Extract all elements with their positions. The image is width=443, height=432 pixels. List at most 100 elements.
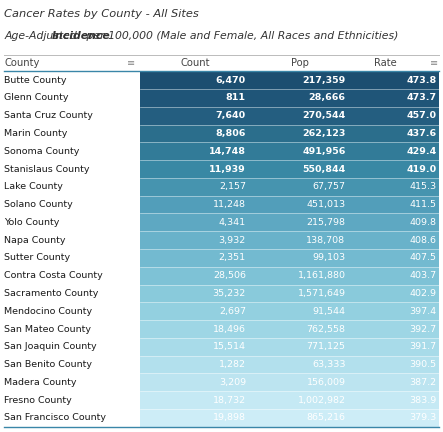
- Text: 2,157: 2,157: [219, 182, 246, 191]
- Text: Mendocino County: Mendocino County: [4, 307, 93, 316]
- Text: 4,341: 4,341: [219, 218, 246, 227]
- Text: 156,009: 156,009: [307, 378, 346, 387]
- Text: 491,956: 491,956: [302, 147, 346, 156]
- Text: 429.4: 429.4: [406, 147, 436, 156]
- Text: 138,708: 138,708: [307, 236, 346, 245]
- Text: 415.3: 415.3: [409, 182, 436, 191]
- Text: Marin County: Marin County: [4, 129, 68, 138]
- Text: Napa County: Napa County: [4, 236, 66, 245]
- Text: 7,640: 7,640: [216, 111, 246, 120]
- Text: 11,939: 11,939: [209, 165, 246, 174]
- Text: 771,125: 771,125: [307, 342, 346, 351]
- Text: 397.4: 397.4: [409, 307, 436, 316]
- Text: Fresno County: Fresno County: [4, 396, 72, 405]
- Bar: [140, 71, 439, 89]
- Text: 18,732: 18,732: [213, 396, 246, 405]
- Text: Pop: Pop: [291, 58, 309, 68]
- Text: 215,798: 215,798: [307, 218, 346, 227]
- Bar: [140, 249, 439, 267]
- Bar: [140, 409, 439, 427]
- Text: 15,514: 15,514: [213, 342, 246, 351]
- Text: Madera County: Madera County: [4, 378, 77, 387]
- Text: 411.5: 411.5: [409, 200, 436, 209]
- Bar: [140, 143, 439, 160]
- Text: 473.8: 473.8: [406, 76, 436, 85]
- Bar: [140, 356, 439, 374]
- Text: 391.7: 391.7: [409, 342, 436, 351]
- Text: 1,161,880: 1,161,880: [298, 271, 346, 280]
- Text: San Mateo County: San Mateo County: [4, 324, 91, 334]
- Text: 63,333: 63,333: [312, 360, 346, 369]
- Text: 550,844: 550,844: [302, 165, 346, 174]
- Text: Yolo County: Yolo County: [4, 218, 60, 227]
- Text: San Benito County: San Benito County: [4, 360, 93, 369]
- Text: 419.0: 419.0: [406, 165, 436, 174]
- Text: 3,209: 3,209: [219, 378, 246, 387]
- Bar: [140, 267, 439, 285]
- Bar: [140, 89, 439, 107]
- Text: 35,232: 35,232: [213, 289, 246, 298]
- Bar: [140, 196, 439, 213]
- Text: per 100,000 (Male and Female, All Races and Ethnicities): per 100,000 (Male and Female, All Races …: [83, 31, 399, 41]
- Text: 28,506: 28,506: [213, 271, 246, 280]
- Text: Sonoma County: Sonoma County: [4, 147, 80, 156]
- Text: ≡: ≡: [127, 58, 135, 68]
- Text: 473.7: 473.7: [406, 93, 436, 102]
- Text: 409.8: 409.8: [409, 218, 436, 227]
- Text: San Joaquin County: San Joaquin County: [4, 342, 97, 351]
- Text: 407.5: 407.5: [409, 254, 436, 262]
- Text: 91,544: 91,544: [313, 307, 346, 316]
- Text: 1,002,982: 1,002,982: [298, 396, 346, 405]
- Text: 3,932: 3,932: [218, 236, 246, 245]
- Text: 403.7: 403.7: [409, 271, 436, 280]
- Text: 1,571,649: 1,571,649: [298, 289, 346, 298]
- Text: Count: Count: [180, 58, 210, 68]
- Bar: [140, 391, 439, 409]
- Text: Santa Cruz County: Santa Cruz County: [4, 111, 93, 120]
- Text: 451,013: 451,013: [307, 200, 346, 209]
- Bar: [140, 107, 439, 124]
- Text: Stanislaus County: Stanislaus County: [4, 165, 90, 174]
- Text: Lake County: Lake County: [4, 182, 63, 191]
- Bar: [140, 160, 439, 178]
- Text: 1,282: 1,282: [219, 360, 246, 369]
- Text: 2,351: 2,351: [219, 254, 246, 262]
- Text: 19,898: 19,898: [213, 413, 246, 422]
- Text: 408.6: 408.6: [409, 236, 436, 245]
- Text: 390.5: 390.5: [409, 360, 436, 369]
- Text: 67,757: 67,757: [313, 182, 346, 191]
- Text: 18,496: 18,496: [213, 324, 246, 334]
- Text: Incidence: Incidence: [51, 31, 110, 41]
- Bar: [140, 231, 439, 249]
- Bar: [140, 374, 439, 391]
- Text: Butte County: Butte County: [4, 76, 67, 85]
- Text: Age-Adjusted: Age-Adjusted: [4, 31, 81, 41]
- Text: 392.7: 392.7: [409, 324, 436, 334]
- Text: Rate: Rate: [374, 58, 397, 68]
- Text: 811: 811: [226, 93, 246, 102]
- Bar: [140, 320, 439, 338]
- Text: Contra Costa County: Contra Costa County: [4, 271, 103, 280]
- Text: County: County: [4, 58, 40, 68]
- Text: 379.3: 379.3: [409, 413, 436, 422]
- Text: 457.0: 457.0: [406, 111, 436, 120]
- Text: 387.2: 387.2: [409, 378, 436, 387]
- Text: ≡: ≡: [431, 58, 439, 68]
- Text: 14,748: 14,748: [209, 147, 246, 156]
- Bar: [140, 213, 439, 231]
- Text: Glenn County: Glenn County: [4, 93, 69, 102]
- Bar: [140, 338, 439, 356]
- Text: 762,558: 762,558: [307, 324, 346, 334]
- Text: Sacramento County: Sacramento County: [4, 289, 99, 298]
- Bar: [140, 285, 439, 302]
- Bar: [140, 302, 439, 320]
- Text: 28,666: 28,666: [308, 93, 346, 102]
- Text: 383.9: 383.9: [409, 396, 436, 405]
- Text: 402.9: 402.9: [409, 289, 436, 298]
- Text: 865,216: 865,216: [307, 413, 346, 422]
- Text: 11,248: 11,248: [213, 200, 246, 209]
- Text: Cancer Rates by County - All Sites: Cancer Rates by County - All Sites: [4, 9, 199, 19]
- Text: 262,123: 262,123: [302, 129, 346, 138]
- Text: Sutter County: Sutter County: [4, 254, 70, 262]
- Bar: [140, 178, 439, 196]
